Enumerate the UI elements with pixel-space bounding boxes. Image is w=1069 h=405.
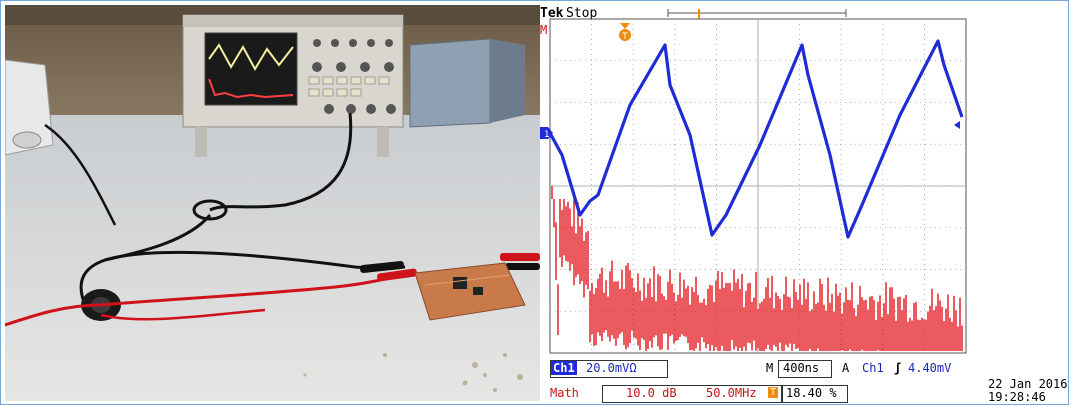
marker-m: M (540, 23, 548, 37)
scope-display: T 1 (540, 9, 967, 354)
trigger-channel: Ch1 (862, 361, 884, 375)
run-state-label: Stop (566, 6, 598, 21)
ch1-label: Ch1 (551, 361, 577, 375)
math-scale: 10.0 dB (626, 386, 677, 400)
channel1-marker: 1 (540, 127, 553, 140)
svg-text:T: T (621, 32, 628, 42)
trigger-slope-icon: ʃ (894, 361, 902, 375)
math-fft-trace (551, 186, 963, 351)
trigger-position-box (782, 385, 848, 403)
trigger-position-marker: T (619, 23, 631, 42)
oscilloscope-screenshot: Tek Stop M T 1 (540, 5, 1068, 404)
timebase-m-label: M (766, 361, 774, 375)
ch1-readout-box (550, 360, 668, 378)
lab-photo (5, 5, 540, 401)
trigger-position-percent: 18.40 % (786, 386, 837, 400)
math-label: Math (550, 386, 579, 400)
trigger-position-icon: T (768, 387, 779, 398)
capture-date: 22 Jan 2016 (988, 377, 1068, 391)
lab-photo-illustration (5, 5, 540, 401)
trigger-a-label: A (842, 361, 850, 375)
timebase-value: 400ns (783, 361, 820, 375)
ch1-scale: 20.0mVΩ (586, 361, 637, 375)
graticule (549, 18, 967, 354)
math-frequency: 50.0MHz (706, 386, 757, 400)
trigger-level-arrow (954, 121, 960, 129)
capture-time: 19:28:46 (988, 390, 1046, 404)
trigger-level: 4.40mV (908, 361, 952, 375)
timebase-box (778, 360, 832, 378)
svg-text:1: 1 (544, 130, 550, 140)
brand-label: Tek (540, 6, 564, 21)
math-readout-box (602, 385, 782, 403)
record-position-bar (667, 9, 847, 19)
ch1-waveform-trace (548, 39, 964, 239)
